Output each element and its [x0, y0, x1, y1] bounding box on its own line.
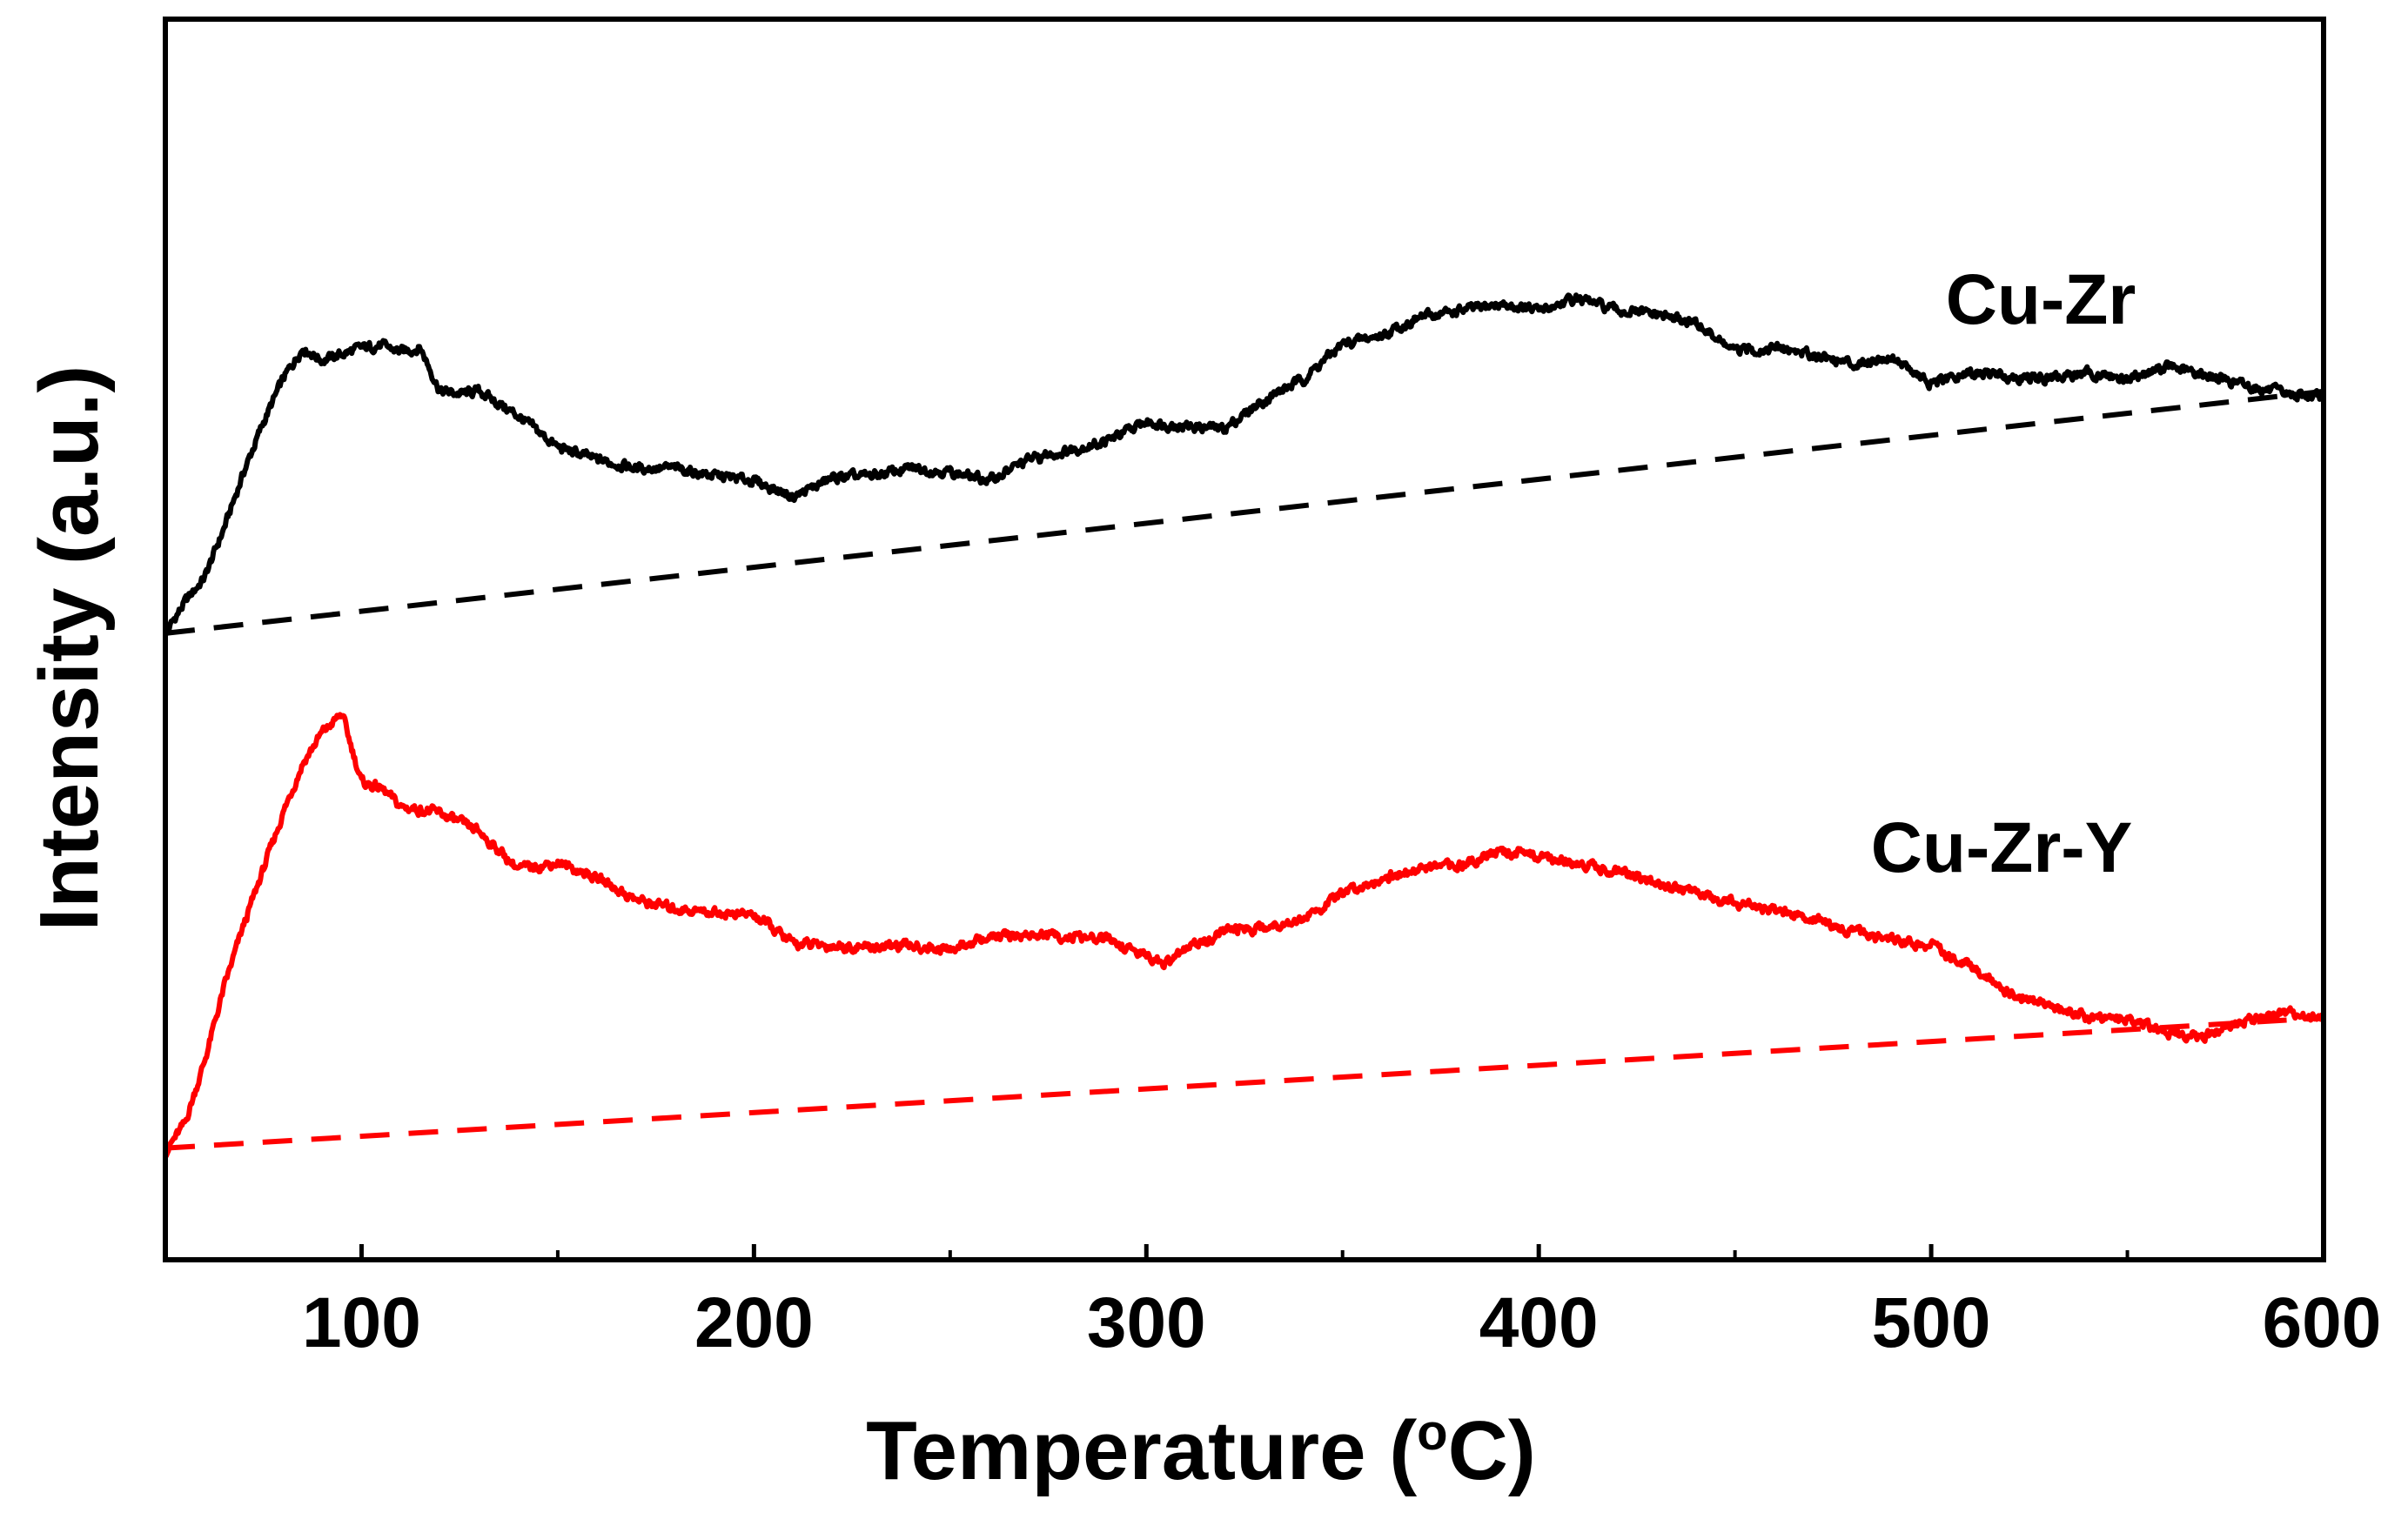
x-axis-title-main: Temperature ( — [866, 1404, 1417, 1497]
plot-area — [163, 292, 2326, 1159]
x-tick-label-600: 600 — [2263, 1283, 2382, 1362]
y-axis-title: Intensity (a.u.) — [23, 365, 116, 932]
series-line-cu-zr — [163, 292, 2325, 637]
x-tick-label-200: 200 — [694, 1283, 814, 1362]
series-labels: Cu-Zr Cu-Zr-Y — [1871, 260, 2136, 887]
x-axis-title-degree: o — [1417, 1404, 1447, 1461]
baseline-cu-zr-y — [164, 1014, 2324, 1151]
series-line-cu-zr-y — [164, 712, 2326, 1159]
x-axis-title: Temperature (oC) — [866, 1404, 1536, 1497]
x-tick-label-100: 100 — [302, 1283, 421, 1362]
x-tick-label-400: 400 — [1479, 1283, 1599, 1362]
x-tick-label-500: 500 — [1872, 1283, 1991, 1362]
series-label-cu-zr: Cu-Zr — [1946, 260, 2136, 339]
x-axis-title-unit: C) — [1448, 1404, 1536, 1497]
baseline-cu-zr — [164, 388, 2324, 636]
x-tick-label-300: 300 — [1087, 1283, 1206, 1362]
series-label-cu-zr-y: Cu-Zr-Y — [1871, 808, 2133, 887]
plot-frame — [163, 17, 2326, 1262]
x-axis-ticks: 100 200 300 400 500 600 — [302, 1244, 2381, 1362]
